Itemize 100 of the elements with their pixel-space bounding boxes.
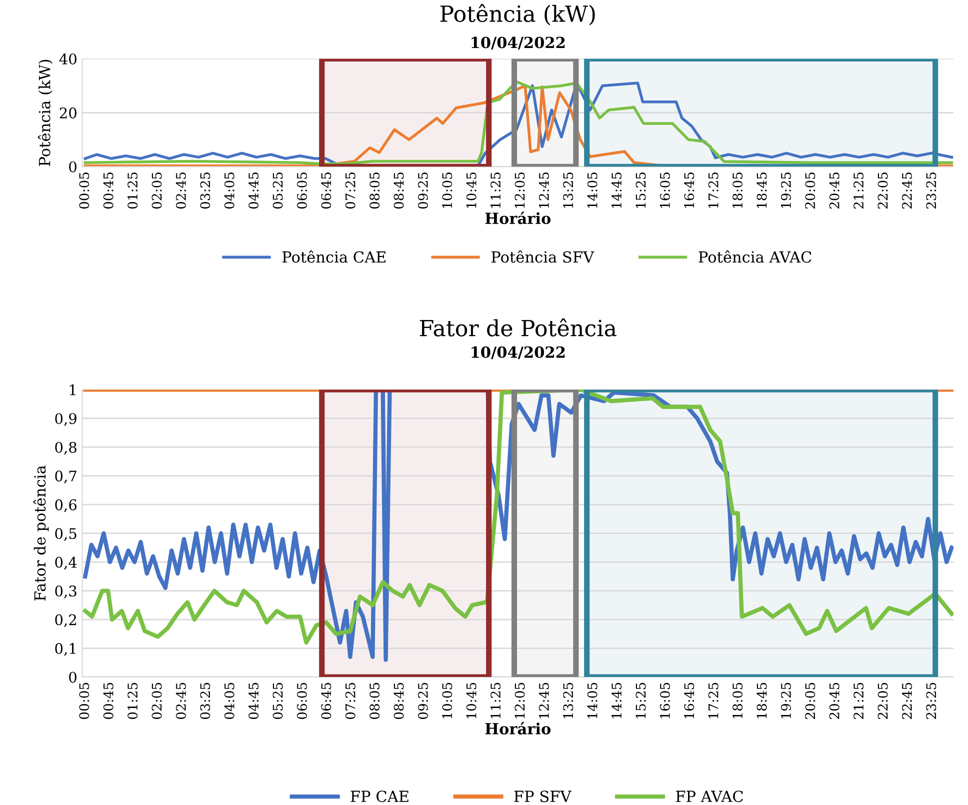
x-tick-label: 22:45	[902, 172, 912, 209]
x-axis-title: Horário	[485, 212, 551, 224]
x-tick-label: 16:45	[684, 682, 694, 718]
x-tick-label: 12:45	[538, 172, 549, 208]
x-tick-label: 14:45	[612, 172, 622, 208]
x-tick-label: 07:25	[345, 172, 356, 209]
x-tick-label: 19:25	[780, 172, 791, 208]
x-tick-label: 16:05	[660, 172, 670, 208]
x-tick-label: 02:05	[152, 682, 162, 720]
x-tick-label: 10:45	[466, 682, 476, 718]
y-tick-label: 20	[60, 107, 76, 118]
x-tick-label: 00:45	[103, 682, 114, 720]
x-tick-label: 10:05	[442, 682, 452, 718]
x-tick-label: 13:25	[563, 682, 574, 718]
y-tick-label: 0,1	[55, 642, 76, 656]
chart-subtitle: 10/04/2022	[472, 346, 565, 360]
x-tick-label: 08:05	[370, 682, 380, 720]
x-tick-label: 08:45	[394, 172, 404, 209]
x-tick-label: 06:05	[296, 172, 307, 209]
x-tick-label: 14:05	[587, 172, 598, 208]
x-tick-label: 00:45	[103, 172, 114, 209]
legend-label: Potência SFV	[491, 250, 594, 263]
y-tick-label: 0,9	[55, 413, 76, 426]
y-axis-title: Potência (kW)	[38, 60, 53, 166]
x-tick-label: 09:25	[418, 172, 428, 209]
y-axis-title: Fator de potência	[33, 466, 49, 601]
x-tick-label: 22:05	[878, 682, 888, 719]
x-tick-label: 00:05	[79, 682, 90, 720]
y-tick-label: 0,4	[55, 556, 77, 570]
x-tick-label: 15:25	[636, 682, 646, 718]
x-tick-label: 04:05	[224, 172, 234, 209]
x-tick-label: 10:45	[466, 172, 476, 208]
x-tick-label: 22:05	[878, 172, 888, 209]
x-tick-label: 08:45	[394, 682, 404, 720]
x-tick-label: 08:05	[370, 172, 380, 209]
x-axis-title: Horário	[485, 722, 551, 734]
x-tick-label: 16:45	[684, 172, 694, 208]
y-tick-label: 0,8	[55, 442, 76, 455]
x-tick-label: 05:25	[272, 172, 283, 209]
chart-title: Fator de Potência	[420, 318, 616, 336]
y-tick-label: 0,7	[55, 470, 76, 484]
x-tick-label: 14:05	[587, 682, 598, 718]
x-tick-label: 20:45	[829, 682, 840, 719]
x-tick-label: 12:05	[514, 172, 525, 208]
x-tick-label: 04:45	[248, 682, 259, 720]
y-tick-label: 0,3	[55, 586, 76, 598]
x-tick-label: 02:05	[152, 172, 162, 209]
legend-label: FP CAE	[350, 790, 408, 802]
y-tick-label: 0,6	[55, 499, 76, 512]
x-tick-label: 02:45	[176, 172, 186, 209]
y-tick-label: 0	[69, 161, 76, 172]
x-tick-label: 18:05	[732, 682, 743, 718]
x-tick-label: 01:25	[128, 682, 138, 720]
x-tick-label: 06:45	[321, 682, 332, 720]
legend-label: FP AVAC	[676, 790, 743, 802]
x-tick-label: 20:05	[805, 682, 816, 719]
y-tick-label: 40	[59, 53, 76, 65]
chart-subtitle: 10/04/2022	[472, 36, 565, 50]
x-tick-label: 23:25	[926, 682, 936, 719]
x-tick-label: 03:25	[200, 172, 210, 209]
x-tick-label: 17:25	[708, 172, 718, 208]
y-tick-label: 0,5	[55, 528, 76, 541]
x-tick-label: 02:45	[176, 682, 186, 720]
x-tick-label: 14:45	[612, 682, 622, 718]
x-tick-label: 03:25	[200, 682, 210, 720]
x-tick-label: 20:05	[805, 172, 816, 209]
x-tick-label: 16:05	[660, 682, 670, 718]
x-tick-label: 06:45	[321, 172, 332, 209]
x-tick-label: 01:25	[128, 172, 138, 209]
x-tick-label: 12:45	[538, 682, 549, 718]
x-tick-label: 22:45	[902, 682, 912, 719]
x-tick-label: 11:25	[490, 682, 501, 718]
x-tick-label: 00:05	[79, 172, 90, 209]
x-tick-label: 12:05	[514, 682, 525, 718]
x-tick-label: 06:05	[296, 682, 307, 720]
y-tick-label: 0	[69, 672, 76, 683]
y-tick-label: 0,2	[55, 614, 76, 628]
x-tick-label: 20:45	[829, 172, 840, 209]
x-tick-label: 04:05	[224, 682, 234, 720]
x-tick-label: 21:25	[854, 682, 864, 719]
legend-label: Potência CAE	[282, 250, 386, 263]
x-tick-label: 05:25	[272, 682, 283, 720]
x-tick-label: 17:25	[708, 682, 718, 718]
x-tick-label: 15:25	[636, 172, 646, 208]
x-tick-label: 18:45	[756, 172, 767, 208]
x-tick-label: 07:25	[345, 682, 356, 720]
legend-label: Potência AVAC	[698, 250, 812, 263]
legend-label: FP SFV	[514, 790, 572, 802]
chart-title: Potência (kW)	[440, 4, 595, 26]
x-tick-label: 04:45	[248, 172, 259, 209]
x-tick-label: 11:25	[490, 172, 501, 208]
x-tick-label: 21:25	[854, 172, 864, 209]
x-tick-label: 09:25	[418, 682, 428, 720]
x-tick-label: 18:05	[732, 172, 743, 208]
x-tick-label: 18:45	[756, 682, 767, 718]
y-tick-label: 1	[70, 384, 76, 396]
x-tick-label: 19:25	[780, 682, 791, 718]
x-tick-label: 23:25	[926, 172, 936, 209]
x-tick-label: 10:05	[442, 172, 452, 208]
x-tick-label: 13:25	[563, 172, 574, 208]
